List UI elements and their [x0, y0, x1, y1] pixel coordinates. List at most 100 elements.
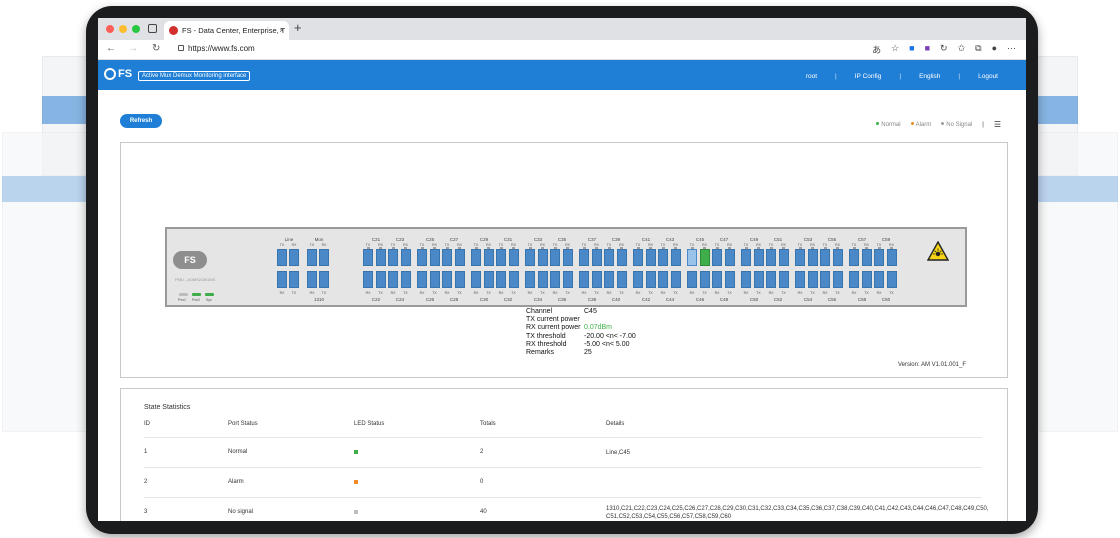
- fiber-port[interactable]: [388, 271, 398, 288]
- fiber-port[interactable]: [550, 271, 560, 288]
- new-tab-icon[interactable]: +: [294, 20, 302, 35]
- fiber-port[interactable]: [277, 271, 287, 288]
- extension-icon[interactable]: ■: [909, 43, 915, 53]
- fiber-port[interactable]: [795, 271, 805, 288]
- fiber-port[interactable]: [289, 271, 299, 288]
- fiber-port[interactable]: [417, 271, 427, 288]
- fiber-port[interactable]: [778, 249, 789, 266]
- fiber-port[interactable]: [832, 249, 843, 266]
- tab-actions-icon[interactable]: [148, 24, 157, 33]
- fiber-port[interactable]: [550, 249, 560, 266]
- fiber-port[interactable]: [496, 271, 506, 288]
- fiber-port[interactable]: [537, 271, 548, 288]
- fiber-port[interactable]: [861, 271, 872, 288]
- fiber-port[interactable]: [724, 249, 735, 266]
- fiber-port[interactable]: [375, 271, 386, 288]
- fiber-port[interactable]: [525, 249, 535, 266]
- fiber-port[interactable]: [849, 271, 859, 288]
- fiber-port[interactable]: [886, 271, 897, 288]
- fiber-port[interactable]: [874, 249, 884, 266]
- fiber-port[interactable]: [471, 249, 481, 266]
- more-icon[interactable]: ⋯: [1007, 43, 1016, 53]
- minimize-dot[interactable]: [119, 25, 127, 33]
- fiber-port[interactable]: [699, 249, 710, 266]
- fiber-port[interactable]: [307, 249, 317, 266]
- fiber-port[interactable]: [645, 249, 656, 266]
- fiber-port[interactable]: [849, 249, 859, 266]
- maximize-dot[interactable]: [132, 25, 140, 33]
- fiber-port[interactable]: [483, 271, 494, 288]
- fiber-port[interactable]: [658, 249, 668, 266]
- fiber-port[interactable]: [886, 249, 897, 266]
- fiber-port[interactable]: [658, 271, 668, 288]
- fiber-port[interactable]: [753, 271, 764, 288]
- fiber-port[interactable]: [795, 249, 805, 266]
- fiber-port[interactable]: [508, 271, 519, 288]
- fiber-port[interactable]: [820, 249, 830, 266]
- fiber-port[interactable]: [687, 271, 697, 288]
- fiber-port[interactable]: [832, 271, 843, 288]
- fiber-port[interactable]: [289, 249, 299, 266]
- fiber-port[interactable]: [429, 271, 440, 288]
- fiber-port[interactable]: [400, 249, 411, 266]
- fiber-port[interactable]: [670, 249, 681, 266]
- fiber-port[interactable]: [483, 249, 494, 266]
- menu-ip-config[interactable]: IP Config: [854, 73, 882, 80]
- fiber-port[interactable]: [319, 249, 329, 266]
- favorite-icon[interactable]: ☆: [891, 43, 900, 53]
- list-menu-icon[interactable]: ☰: [993, 120, 1001, 129]
- fiber-port[interactable]: [753, 249, 764, 266]
- refresh-ext-icon[interactable]: ↻: [940, 43, 948, 53]
- refresh-button[interactable]: Refresh: [120, 114, 162, 128]
- fiber-port[interactable]: [400, 271, 411, 288]
- fiber-port[interactable]: [670, 271, 681, 288]
- fiber-port[interactable]: [820, 271, 830, 288]
- fiber-port[interactable]: [766, 271, 776, 288]
- fiber-port[interactable]: [562, 249, 573, 266]
- collections-icon[interactable]: ⧉: [975, 43, 982, 53]
- fiber-port[interactable]: [699, 271, 710, 288]
- fiber-port[interactable]: [429, 249, 440, 266]
- menu-user[interactable]: root: [805, 73, 818, 80]
- fiber-port[interactable]: [417, 249, 427, 266]
- fiber-port[interactable]: [604, 249, 614, 266]
- fiber-port[interactable]: [591, 271, 602, 288]
- fiber-port[interactable]: [741, 249, 751, 266]
- profile-icon[interactable]: ●: [991, 43, 997, 53]
- fiber-port[interactable]: [454, 271, 465, 288]
- fiber-port[interactable]: [616, 249, 627, 266]
- fiber-port[interactable]: [442, 249, 452, 266]
- fiber-port[interactable]: [604, 271, 614, 288]
- fiber-port[interactable]: [319, 271, 329, 288]
- fiber-port[interactable]: [645, 271, 656, 288]
- fiber-port[interactable]: [687, 249, 697, 266]
- forward-icon[interactable]: →: [128, 43, 138, 54]
- fiber-port[interactable]: [442, 271, 452, 288]
- fiber-port[interactable]: [363, 271, 373, 288]
- back-icon[interactable]: ←: [106, 43, 116, 54]
- fiber-port[interactable]: [807, 271, 818, 288]
- fiber-port[interactable]: [537, 249, 548, 266]
- fiber-port[interactable]: [616, 271, 627, 288]
- close-tab-icon[interactable]: ×: [279, 26, 284, 35]
- fiber-port[interactable]: [861, 249, 872, 266]
- fiber-port[interactable]: [496, 249, 506, 266]
- menu-language[interactable]: English: [919, 73, 941, 80]
- fiber-port[interactable]: [766, 249, 776, 266]
- read-aloud-icon[interactable]: あ: [872, 45, 882, 55]
- fiber-port[interactable]: [525, 271, 535, 288]
- fiber-port[interactable]: [471, 271, 481, 288]
- fiber-port[interactable]: [388, 249, 398, 266]
- fiber-port[interactable]: [741, 271, 751, 288]
- fiber-port[interactable]: [579, 271, 589, 288]
- fiber-port[interactable]: [807, 249, 818, 266]
- fiber-port[interactable]: [591, 249, 602, 266]
- fiber-port[interactable]: [562, 271, 573, 288]
- favorites-icon[interactable]: ✩: [957, 43, 966, 53]
- fiber-port[interactable]: [375, 249, 386, 266]
- url-field[interactable]: https://www.fs.com: [178, 44, 255, 53]
- fiber-port[interactable]: [778, 271, 789, 288]
- menu-logout[interactable]: Logout: [978, 73, 998, 80]
- onenote-icon[interactable]: ■: [924, 43, 931, 53]
- window-controls[interactable]: [106, 25, 140, 33]
